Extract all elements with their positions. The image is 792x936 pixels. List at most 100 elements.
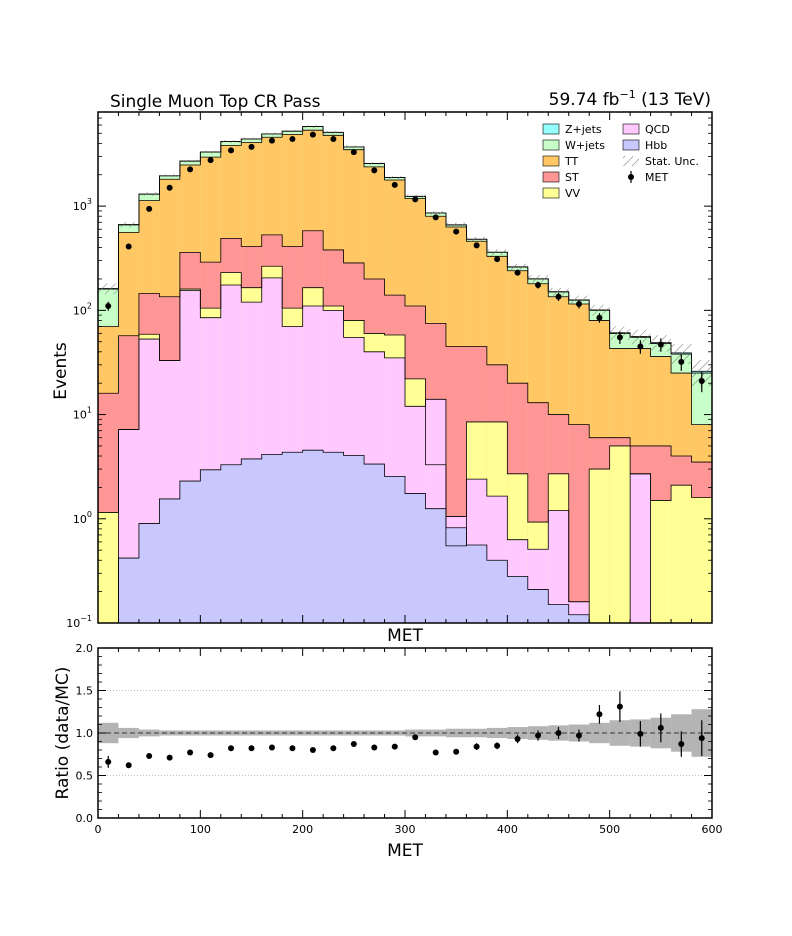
ratio-point-13 [371, 744, 378, 751]
bar-hbb-14 [384, 476, 405, 623]
ratio-band-bin-10 [302, 730, 324, 736]
ratio-point-29 [698, 735, 705, 742]
stat-unc-bin-21 [527, 275, 549, 283]
bar-hbb-20 [507, 576, 528, 623]
data-point-24 [596, 314, 603, 321]
main-plot-panel: 10−1 100 101 102 103 Events MET Z+jets QCD W+j… [51, 111, 713, 646]
data-point-25 [616, 334, 623, 341]
ratio-point-11 [330, 745, 337, 752]
stat-unc-bin-14 [384, 176, 405, 179]
data-point-19 [494, 256, 501, 263]
bar-hbb-9 [282, 452, 303, 623]
legend-swatch-st [542, 171, 560, 183]
data-point-23 [575, 301, 582, 308]
legend-label-qcd: QCD [645, 123, 670, 136]
ratio-ytick-label-1: 0.5 [76, 770, 94, 783]
stat-unc-bin-6 [220, 140, 242, 143]
stat-unc-bin-7 [241, 137, 262, 141]
data-point-26 [637, 343, 644, 350]
bar-hbb-3 [159, 498, 180, 623]
bar-hbb-12 [343, 455, 365, 623]
ratio-point-5 [207, 752, 214, 759]
ratio-point-4 [187, 749, 194, 756]
main-ytick-label-0: 10−1 [66, 614, 92, 630]
ratio-xtick-label-2: 200 [292, 823, 313, 836]
ratio-point-14 [391, 743, 398, 750]
stat-unc-bin-9 [282, 129, 303, 133]
legend-label-w-jets: W+jets [565, 139, 605, 152]
bar-hbb-8 [261, 454, 283, 623]
data-point-3 [166, 184, 173, 191]
legend-label-vv: VV [565, 187, 581, 200]
data-point-13 [371, 167, 378, 174]
stat-unc-bin-15 [405, 194, 426, 199]
bar-vv-25 [609, 445, 631, 623]
legend-swatch-w-jets [542, 139, 560, 151]
ratio-point-10 [309, 747, 316, 753]
data-point-27 [657, 341, 664, 348]
ratio-band-bin-15 [405, 729, 426, 737]
ratio-point-0 [105, 758, 112, 765]
ratio-point-3 [166, 754, 173, 761]
legend-swatch-qcd [622, 123, 640, 135]
bar-hbb-4 [179, 481, 201, 623]
legend-swatch-z-jets [542, 123, 560, 135]
outline-st [98, 230, 712, 463]
ratio-ytick-label-0: 0.0 [76, 812, 94, 825]
stat-unc-bin-4 [179, 159, 201, 163]
data-point-17 [453, 228, 460, 235]
ratio-point-9 [289, 745, 296, 752]
bar-qcd-22 [548, 510, 569, 623]
main-x-axis-ticks [97, 112, 713, 623]
ratio-band-bin-12 [343, 730, 365, 736]
bar-hbb-21 [527, 589, 549, 623]
ratio-point-19 [494, 742, 501, 749]
ratio-x-axis-title: MET [387, 841, 423, 861]
data-point-20 [514, 269, 521, 276]
ratio-point-16 [432, 749, 439, 756]
ratio-xtick-label-3: 300 [395, 823, 416, 836]
data-point-29 [698, 377, 705, 384]
data-point-1 [125, 243, 132, 250]
ratio-point-25 [616, 703, 623, 710]
bar-hbb-7 [241, 458, 262, 623]
stat-unc-bin-2 [138, 192, 160, 196]
legend-label-met: MET [645, 171, 668, 184]
data-point-9 [289, 136, 296, 143]
data-point-14 [391, 181, 398, 188]
stat-unc-bin-10 [302, 125, 324, 128]
stat-unc-bin-18 [466, 236, 487, 242]
main-x-axis-title: MET [387, 626, 423, 646]
ratio-points [105, 691, 705, 769]
data-point-0 [105, 303, 112, 310]
bar-vv-28 [671, 485, 692, 623]
legend-swatch-vv [542, 187, 560, 199]
ratio-point-6 [228, 745, 235, 752]
ratio-y-axis-ticks: 0.0 0.5 1.0 1.5 2.0 [76, 642, 712, 825]
bar-vv-27 [650, 500, 672, 623]
legend-label-st: ST [565, 171, 579, 184]
bar-hbb-17 [445, 527, 467, 623]
bar-hbb-22 [548, 604, 569, 623]
stat-unc-bin-11 [323, 130, 344, 134]
main-ytick-label-4: 103 [73, 197, 92, 213]
data-point-4 [187, 166, 194, 173]
legend-swatch-stat-unc- [623, 156, 639, 166]
ratio-point-7 [248, 745, 255, 752]
bar-hbb-18 [466, 545, 487, 623]
bar-hbb-13 [364, 464, 385, 623]
ratio-point-21 [535, 732, 542, 739]
bar-hbb-6 [220, 464, 242, 623]
data-point-18 [473, 242, 480, 249]
data-point-28 [678, 358, 685, 365]
bar-qcd-26 [630, 473, 651, 623]
stat-unc-bin-5 [200, 150, 221, 154]
bar-hbb-15 [405, 493, 426, 623]
bar-hbb-2 [138, 523, 160, 623]
ratio-ytick-label-3: 1.5 [76, 685, 94, 698]
ratio-point-27 [657, 724, 664, 731]
outline-qcd [98, 277, 712, 623]
data-point-15 [412, 196, 419, 203]
stat-unc-bin-8 [261, 132, 283, 136]
